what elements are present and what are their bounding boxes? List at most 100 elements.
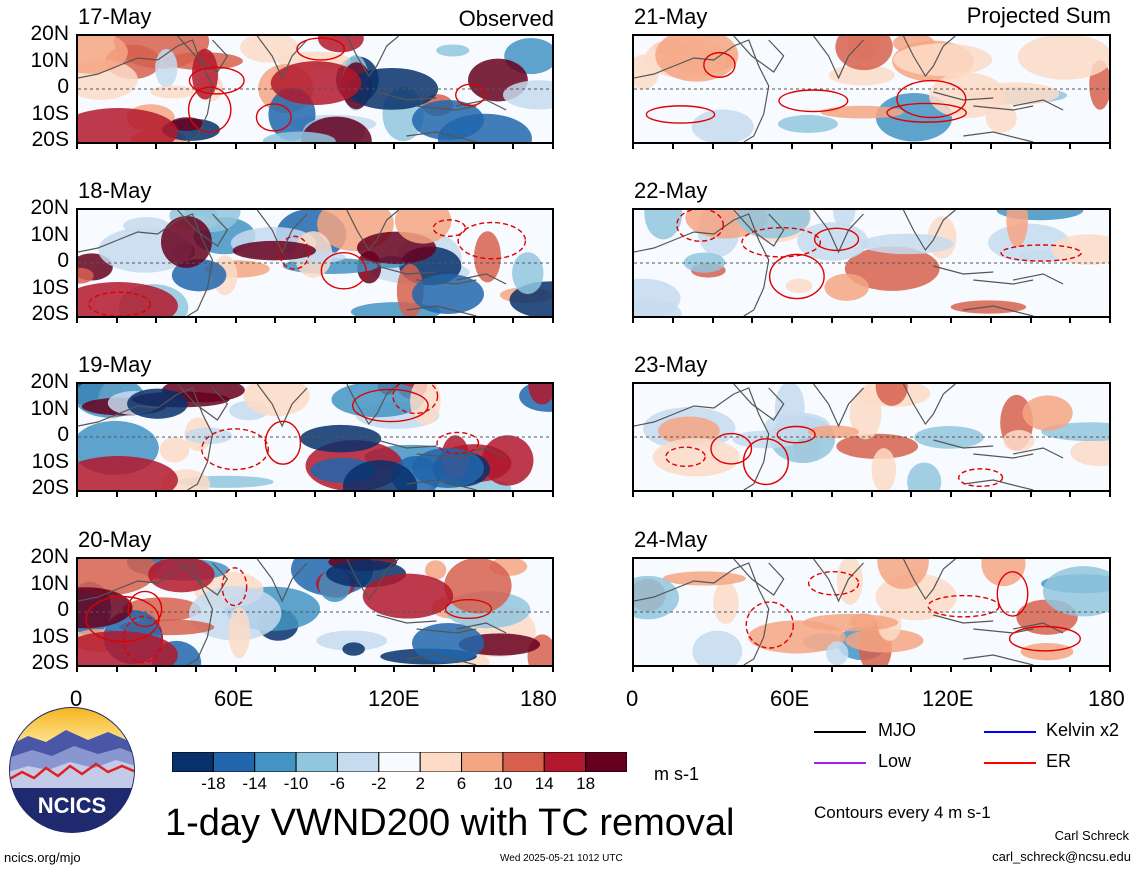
positive-anomaly	[835, 36, 893, 71]
legend-line-kelvin	[984, 731, 1036, 733]
anomaly-field	[78, 384, 552, 490]
tick-mark	[1029, 144, 1032, 149]
positive-anomaly	[362, 573, 454, 619]
positive-anomaly	[243, 384, 310, 417]
author-name: Carl Schreck	[1054, 828, 1129, 843]
tick-mark	[552, 144, 554, 149]
tick-mark	[870, 667, 873, 672]
legend-label-kelvin: Kelvin x2	[1046, 720, 1120, 740]
lon-label-60e: 60E	[214, 686, 254, 711]
tick-mark	[1069, 144, 1072, 149]
tick-mark	[870, 492, 873, 497]
legend-label-low: Low	[878, 751, 912, 771]
positive-anomaly	[713, 581, 739, 625]
colorbar-tick-label: 2	[415, 774, 425, 793]
er-contour	[676, 210, 724, 242]
negative-anomaly	[123, 217, 170, 235]
tick-mark	[1029, 318, 1032, 323]
colorbar-swatch	[461, 751, 504, 773]
negative-anomaly	[342, 460, 418, 490]
lat-label: 0	[57, 598, 69, 621]
positive-anomaly	[528, 384, 552, 405]
er-contour	[742, 438, 789, 486]
positive-anomaly	[78, 36, 128, 74]
negative-anomaly	[436, 44, 470, 57]
positive-anomaly	[78, 456, 178, 490]
negative-anomaly	[832, 210, 856, 227]
positive-anomaly	[78, 559, 157, 596]
lat-label: 10S	[31, 275, 69, 299]
negative-anomaly	[300, 424, 382, 453]
colorbar-swatch	[295, 751, 338, 773]
tick-mark	[512, 144, 515, 149]
tick-mark	[711, 144, 714, 149]
positive-anomaly	[78, 587, 133, 629]
tick-mark	[552, 318, 554, 323]
colorbar-tick-label: -14	[242, 774, 267, 793]
figure-title: 1-day VWND200 with TC removal	[165, 802, 735, 844]
positive-anomaly	[240, 36, 299, 63]
tick-mark	[512, 492, 515, 497]
coastlines	[634, 559, 1064, 665]
colorbar-unit: m s-1	[654, 764, 699, 784]
tick-mark	[274, 667, 277, 672]
panel-date-label: 23-May	[634, 352, 708, 377]
positive-anomaly	[1022, 395, 1073, 431]
map-panel	[76, 34, 554, 144]
tick-mark	[155, 492, 158, 497]
positive-anomaly	[78, 108, 178, 142]
tick-mark	[1109, 667, 1111, 672]
legend-line-er	[984, 762, 1036, 764]
negative-anomaly	[155, 49, 178, 88]
positive-anomaly	[444, 559, 512, 614]
legend-line-low	[814, 762, 866, 764]
negative-anomaly	[412, 100, 484, 140]
tick-mark	[830, 144, 833, 149]
tick-mark	[115, 318, 118, 323]
er-contour	[745, 601, 794, 649]
lat-label: 0	[57, 423, 69, 446]
tick-mark	[115, 492, 118, 497]
panel-date-label: 20-May	[78, 527, 152, 552]
negative-anomaly	[826, 641, 849, 665]
tick-mark	[751, 144, 754, 149]
positive-anomaly	[148, 559, 215, 593]
tick-mark	[910, 144, 913, 149]
tick-mark	[234, 667, 237, 672]
panel-date-label: 19-May	[78, 352, 152, 377]
negative-anomaly	[634, 575, 679, 620]
tick-mark	[314, 318, 316, 323]
colorbar-swatch	[212, 751, 256, 773]
ncics-logo: NCICS	[8, 706, 136, 834]
anomaly-field	[78, 36, 552, 142]
colorbar-tick-label: 6	[456, 774, 467, 793]
anomaly-field	[634, 210, 1109, 316]
coastlines	[634, 36, 1064, 142]
tick-mark	[195, 667, 197, 672]
tick-mark	[950, 667, 952, 672]
site-link[interactable]: ncics.org/mjo	[4, 850, 81, 865]
er-contour	[436, 431, 480, 455]
er-contour	[351, 388, 429, 423]
positive-anomaly	[78, 267, 94, 284]
positive-anomaly	[1003, 430, 1035, 452]
author-email[interactable]: carl_schreck@ncsu.edu	[992, 849, 1131, 864]
er-contour	[392, 384, 439, 415]
tick-mark	[989, 667, 992, 672]
anomaly-field	[634, 384, 1109, 490]
positive-anomaly	[161, 216, 212, 268]
panel-date-label: 17-May	[78, 4, 152, 29]
tick-mark	[76, 492, 78, 497]
er-contour	[320, 251, 367, 290]
er-contour	[255, 103, 292, 132]
coastlines	[634, 210, 1064, 316]
colorbar-swatch	[585, 751, 628, 773]
tick-mark	[234, 144, 237, 149]
colorbar-swatch	[336, 751, 380, 773]
tick-mark	[751, 667, 754, 672]
timestamp: Wed 2025-05-21 1012 UTC	[500, 853, 623, 864]
tick-mark	[632, 144, 634, 149]
er-contour	[187, 86, 232, 133]
positive-anomaly	[836, 433, 919, 459]
er-contour	[221, 567, 248, 607]
